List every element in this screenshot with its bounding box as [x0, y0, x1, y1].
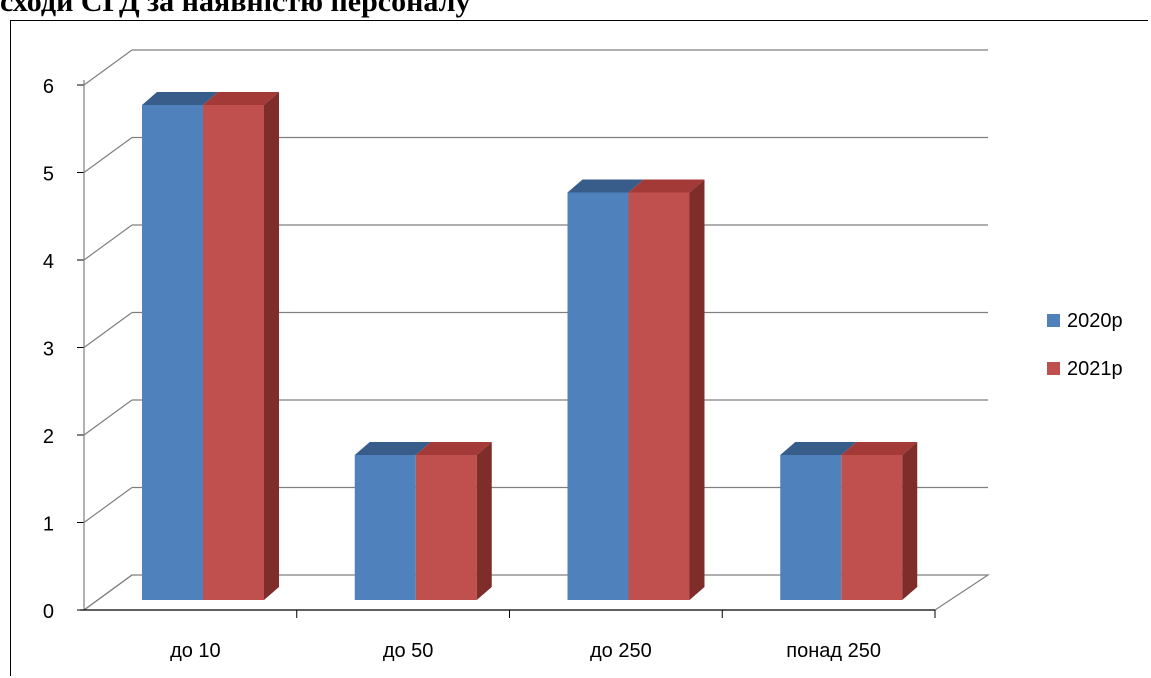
bar-front [567, 192, 629, 600]
gridline-depth [83, 137, 133, 173]
gridline-depth [83, 312, 133, 348]
bar-top [354, 442, 431, 455]
x-tick-label: понад 250 [786, 640, 881, 662]
y-tick-label: 6 [43, 76, 54, 98]
y-tick-label: 0 [43, 601, 54, 623]
bar-side [902, 442, 918, 600]
bar-top [415, 442, 492, 455]
bar-front [780, 455, 842, 600]
gridline-depth [83, 399, 133, 436]
chart-frame [10, 20, 1148, 676]
legend-label: 2020р [1067, 310, 1123, 332]
legend-label: 2021р [1067, 358, 1123, 380]
y-tick-label: 3 [43, 339, 54, 361]
y-tick-label: 4 [43, 251, 54, 273]
bar-side [689, 179, 705, 600]
legend-swatch [1047, 362, 1060, 375]
bar-top [203, 92, 279, 105]
gridline-depth [83, 224, 133, 261]
axes: 0 1 2 3 4 5 6 до 10 до 50 до 250 понад 250 [43, 76, 936, 662]
bar-top [780, 442, 857, 455]
bar-front [628, 192, 690, 600]
bar-front [354, 455, 416, 600]
bar-top [628, 179, 705, 193]
y-tick-label: 1 [43, 514, 54, 536]
y-tick-label: 2 [43, 426, 54, 448]
x-tick-label: до 250 [590, 640, 652, 662]
gridline-depth [83, 487, 133, 523]
bars [142, 92, 918, 600]
bar-top [142, 92, 218, 105]
bar-top [567, 179, 644, 193]
bar-front [415, 455, 477, 600]
bar-top [841, 442, 918, 455]
bar-front [841, 455, 903, 600]
legend-swatch [1047, 314, 1060, 327]
bar-front [203, 105, 264, 600]
bar-front [142, 105, 203, 600]
bar-side [476, 442, 492, 600]
x-tick-label: до 10 [170, 640, 221, 662]
bar-side [264, 92, 279, 600]
x-tick-label: до 50 [383, 640, 434, 662]
y-tick-label: 5 [43, 164, 54, 186]
legend: 2020р 2021р [1047, 310, 1123, 380]
document-heading: сходи СГД за наявністю персоналу [0, 0, 471, 18]
gridline-depth [83, 49, 133, 86]
floor-edge [83, 574, 990, 611]
